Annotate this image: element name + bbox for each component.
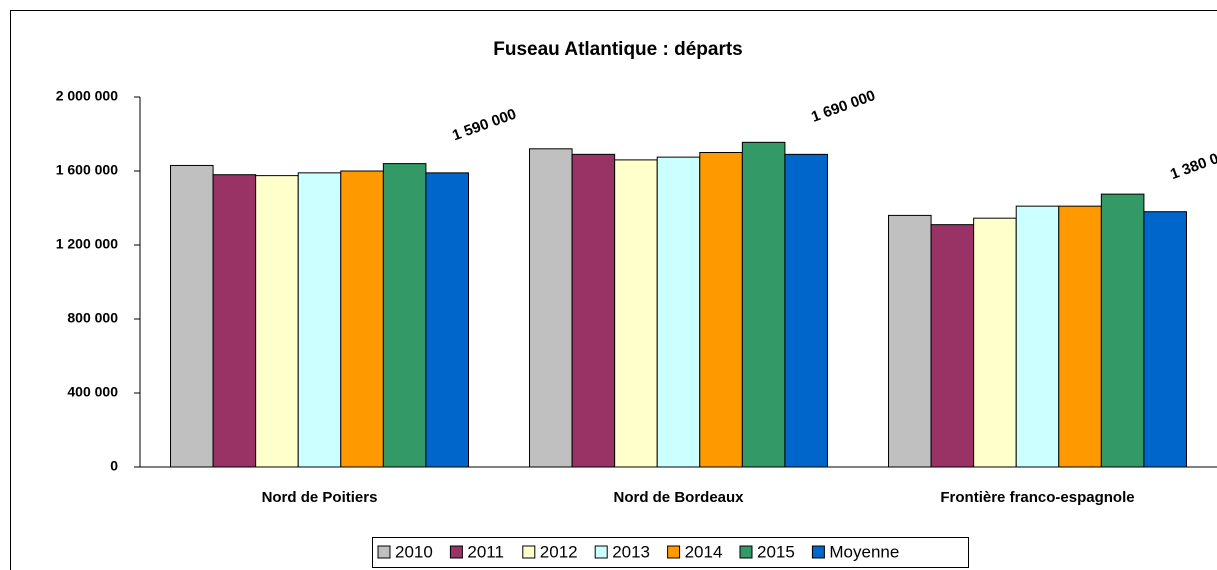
chart-title: Fuseau Atlantique : départs <box>493 39 743 60</box>
legend-swatch <box>377 545 391 559</box>
data-label: 1 590 000 <box>450 106 519 145</box>
legend-label: 2014 <box>685 542 723 561</box>
chart-frame <box>10 10 1217 570</box>
legend-label: 2015 <box>757 542 795 561</box>
bar <box>1058 205 1102 468</box>
bar <box>614 159 658 468</box>
bar <box>212 174 257 468</box>
bar <box>170 164 214 468</box>
bar <box>571 153 616 468</box>
y-tick-label: 1 200 000 <box>56 236 118 252</box>
legend-label: 2012 <box>540 542 578 561</box>
bar <box>1015 205 1060 468</box>
x-tick-label: Frontière franco-espagnole <box>940 489 1134 506</box>
bar <box>784 153 828 468</box>
legend-swatch <box>739 545 753 559</box>
bar <box>340 170 384 468</box>
x-tick-label: Nord de Bordeaux <box>613 489 744 506</box>
bar <box>741 141 786 468</box>
legend-label: 2010 <box>395 542 433 561</box>
bar <box>382 163 427 468</box>
bar <box>656 156 701 468</box>
y-tick-label: 800 000 <box>67 310 118 326</box>
bar <box>930 224 975 468</box>
legend-swatch <box>449 545 463 559</box>
bar <box>1100 193 1145 468</box>
y-tick-label: 2 000 000 <box>56 88 118 104</box>
y-tick-label: 1 600 000 <box>56 162 118 178</box>
legend-swatch <box>594 545 608 559</box>
bar <box>888 214 932 468</box>
legend-label: 2011 <box>467 542 504 561</box>
data-label: 1 380 000 <box>1168 144 1217 183</box>
legend-swatch <box>522 545 536 559</box>
y-tick-label: 0 <box>110 458 118 474</box>
bar <box>255 175 299 468</box>
bar <box>529 148 573 468</box>
y-tick-label: 400 000 <box>67 384 118 400</box>
legend-swatch <box>667 545 681 559</box>
bar <box>973 217 1017 468</box>
bar <box>1143 211 1187 468</box>
x-tick-label: Nord de Poitiers <box>262 489 378 506</box>
legend-label: Moyenne <box>829 542 899 561</box>
bar <box>425 172 469 468</box>
data-label: 1 690 000 <box>809 87 878 126</box>
bar <box>297 172 342 468</box>
legend-label: 2013 <box>612 542 650 561</box>
legend-swatch <box>811 545 825 559</box>
bar <box>699 152 743 468</box>
